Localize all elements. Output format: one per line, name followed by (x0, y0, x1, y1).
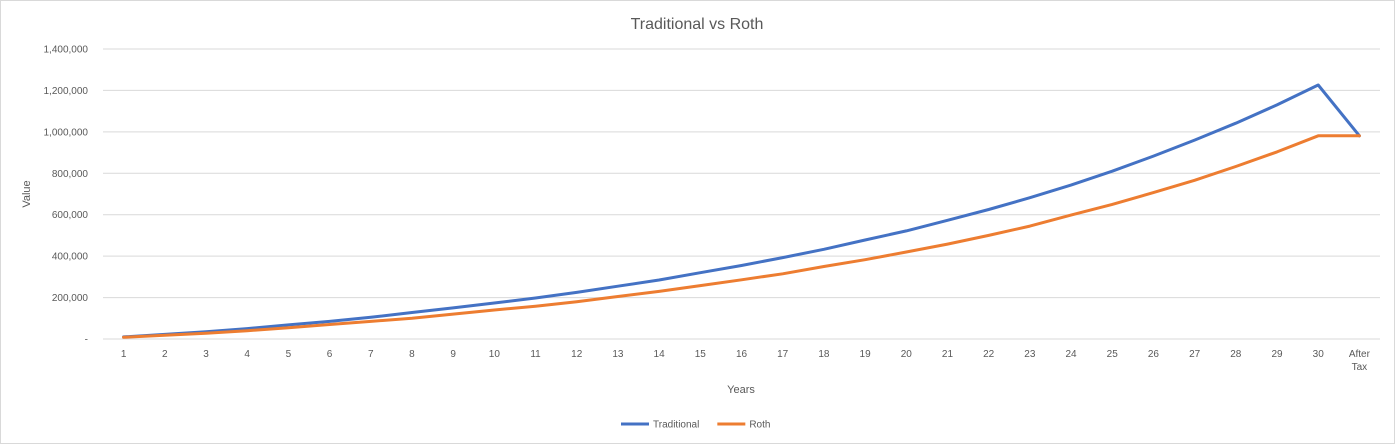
y-tick-label: 1,000,000 (44, 127, 89, 138)
x-tick-label: 16 (736, 349, 748, 360)
x-axis-ticks: 1 2 3 4 5 6 7 8 9 10 11 12 13 14 15 16 17 18 19 20 21 22 23 24 2… (121, 349, 1371, 373)
x-tick-label: 25 (1107, 349, 1119, 360)
x-tick-label: 21 (942, 349, 954, 360)
x-tick-label: 2 (162, 349, 168, 360)
x-tick-label: 6 (327, 349, 333, 360)
x-tick-label: 30 (1313, 349, 1325, 360)
y-tick-label: 600,000 (52, 210, 89, 221)
legend-label: Roth (749, 420, 770, 431)
y-axis-title: Value (21, 180, 33, 207)
gridlines (103, 48, 1380, 340)
x-tick-label: 17 (777, 349, 789, 360)
x-tick-label: 4 (244, 349, 250, 360)
x-tick-label: 20 (901, 349, 913, 360)
x-tick-label: 10 (489, 349, 501, 360)
x-tick-label: 12 (571, 349, 583, 360)
x-tick-label: 27 (1189, 349, 1201, 360)
x-axis-title: Years (727, 384, 755, 396)
y-tick-label: 1,400,000 (44, 45, 89, 56)
x-tick-label: 5 (286, 349, 292, 360)
y-axis-ticks: - 200,000 400,000 600,000 800,000 1,000,000 1,… (44, 45, 89, 346)
y-tick-label: 400,000 (52, 252, 89, 263)
y-tick-label: 200,000 (52, 293, 89, 304)
y-tick-label: 1,200,000 (44, 86, 89, 97)
x-tick-label: 11 (530, 349, 541, 360)
legend-label: Traditional (653, 420, 699, 431)
x-tick-label: 26 (1148, 349, 1160, 360)
x-tick-label: 15 (695, 349, 707, 360)
y-tick-label: - (85, 335, 88, 346)
x-tick-label: 18 (818, 349, 830, 360)
x-tick-label: 28 (1230, 349, 1242, 360)
chart-title: Traditional vs Roth (631, 16, 764, 33)
series-line-traditional (122, 83, 1361, 339)
series-lines (122, 83, 1361, 339)
x-tick-label: 23 (1024, 349, 1036, 360)
x-tick-label: 8 (409, 349, 415, 360)
y-tick-label: 800,000 (52, 169, 89, 180)
x-tick-label: 19 (860, 349, 872, 360)
legend: Traditional Roth (621, 420, 770, 431)
x-tick-label: After Tax (1349, 349, 1371, 373)
x-tick-label: 29 (1271, 349, 1283, 360)
x-tick-label: 1 (121, 349, 127, 360)
x-tick-label: 22 (983, 349, 995, 360)
x-tick-label: 3 (203, 349, 209, 360)
x-tick-label: 13 (612, 349, 624, 360)
x-tick-label: 9 (450, 349, 456, 360)
series-line-roth (122, 134, 1361, 339)
x-tick-label: 7 (368, 349, 374, 360)
x-tick-label: 24 (1065, 349, 1077, 360)
x-tick-label: 14 (654, 349, 666, 360)
